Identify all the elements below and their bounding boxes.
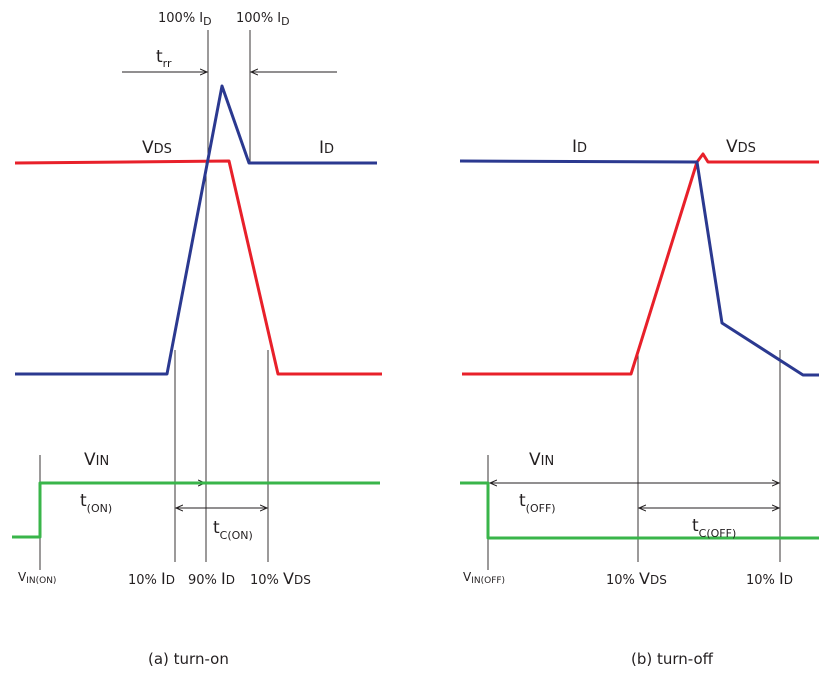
label-vin-on: VIN (84, 450, 109, 470)
caption-turn-off: (b) turn-off (631, 650, 714, 668)
vin-waveform-off (460, 481, 819, 540)
label-id-off: ID (572, 137, 587, 157)
turn-off-guides (487, 350, 781, 570)
label-10-id-on: 10% ID (128, 569, 175, 588)
label-tc-off: tC(OFF) (692, 516, 736, 540)
label-90-id-on: 90% ID (188, 569, 235, 588)
label-10-vds-off: 10% VDS (606, 569, 667, 588)
turn-on-panel: 100% ID 100% ID trr VDS ID VIN t(ON) tC(… (12, 11, 382, 668)
label-10-vds-on: 10% VDS (250, 569, 311, 588)
label-vin-on-bottom: VIN(ON) (18, 570, 56, 586)
label-10-id-off: 10% ID (746, 569, 793, 588)
label-vds-off: VDS (726, 137, 756, 157)
id-waveform-off (459, 159, 819, 377)
label-tc-on: tC(ON) (213, 518, 253, 542)
label-vin-off: VIN (529, 450, 554, 470)
label-vin-off-bottom: VIN(OFF) (463, 570, 505, 586)
label-100-id-left: 100% ID (158, 11, 212, 28)
turn-on-guides (39, 30, 337, 570)
caption-turn-on: (a) turn-on (148, 650, 229, 668)
vin-waveform-on (12, 481, 380, 539)
label-100-id-right: 100% ID (236, 11, 290, 28)
label-trr: trr (156, 47, 172, 70)
vds-waveform-off (462, 152, 819, 376)
label-t-off: t(OFF) (519, 491, 556, 515)
label-id-on: ID (319, 138, 334, 158)
vds-waveform-on (14, 159, 382, 376)
label-t-on: t(ON) (80, 491, 112, 515)
id-waveform-on (15, 84, 377, 376)
turn-off-panel: ID VDS VIN t(OFF) tC(OFF) VIN(OFF) 10% V… (459, 137, 819, 668)
label-vds-on: VDS (142, 138, 172, 158)
